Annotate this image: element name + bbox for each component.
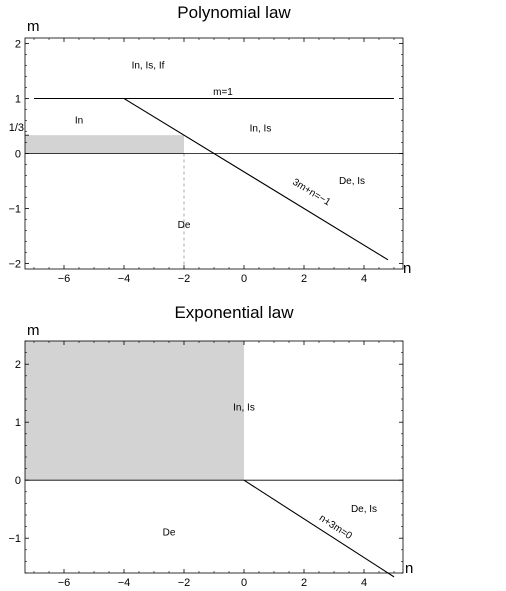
x-tick-label: −2 — [178, 577, 191, 589]
region-label: De — [178, 220, 191, 231]
x-tick-label: 2 — [301, 577, 307, 589]
line-label: m=1 — [213, 87, 233, 98]
x-tick-label: 4 — [361, 273, 367, 285]
y-axis-label: m — [27, 18, 40, 35]
region-label: In, Is — [233, 403, 255, 414]
x-tick-label: −4 — [118, 273, 131, 285]
y-tick-label: 1 — [15, 94, 21, 106]
line-label: n+3m=0 — [317, 513, 354, 542]
region-label: In, Is — [250, 124, 272, 135]
x-tick-label: 0 — [241, 577, 247, 589]
region-label: In — [75, 115, 83, 126]
x-tick-label: −4 — [118, 577, 131, 589]
region-label: In, Is, If — [132, 60, 165, 71]
x-tick-label: −6 — [58, 577, 71, 589]
x-axis-label: n — [405, 560, 413, 577]
shaded-region — [25, 135, 184, 154]
y-tick-label: 2 — [15, 359, 21, 371]
x-axis-label: n — [403, 260, 411, 277]
y-axis-label: m — [27, 322, 40, 339]
shaded-region — [25, 341, 244, 481]
y-tick-label: 0 — [15, 475, 21, 487]
y-tick-label-extra: 1/3 — [9, 122, 24, 134]
x-tick-label: −2 — [178, 273, 191, 285]
y-tick-label: −1 — [8, 533, 21, 545]
y-tick-label: 0 — [15, 149, 21, 161]
y-tick-label: −2 — [8, 259, 21, 271]
x-tick-label: 2 — [301, 273, 307, 285]
y-tick-label: 2 — [15, 39, 21, 51]
x-tick-label: 4 — [361, 577, 367, 589]
region-label: De — [163, 527, 176, 538]
region-label: De, Is — [339, 176, 365, 187]
chart-title: Exponential law — [174, 303, 294, 322]
boundary-line — [123, 98, 389, 261]
region-label: De, Is — [351, 504, 377, 515]
x-tick-label: −6 — [58, 273, 71, 285]
x-tick-label: 0 — [241, 273, 247, 285]
chart-title: Polynomial law — [177, 3, 291, 22]
y-tick-label: 1 — [15, 417, 21, 429]
y-tick-label: −1 — [8, 204, 21, 216]
boundary-line — [243, 479, 395, 578]
